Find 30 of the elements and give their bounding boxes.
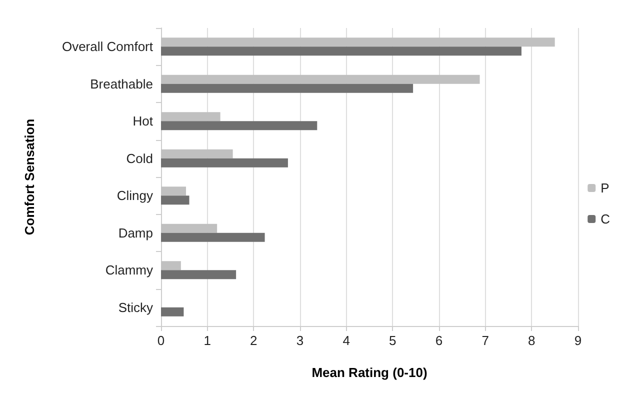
- y-tick-label: Sticky: [118, 300, 154, 315]
- bar: [161, 121, 318, 130]
- legend-label: C: [600, 212, 610, 226]
- y-tick-label: Cold: [126, 150, 153, 166]
- x-tick-label: 3: [296, 333, 304, 348]
- bar: [161, 46, 522, 56]
- x-tick-label: 9: [574, 333, 582, 348]
- x-tick-label: 6: [435, 333, 443, 348]
- bar: [161, 232, 265, 242]
- y-tick-label: Overall Comfort: [62, 39, 154, 54]
- legend-label: P: [600, 180, 610, 196]
- bar: [161, 196, 190, 205]
- x-tick-label: 5: [389, 333, 396, 348]
- bar: [161, 84, 414, 93]
- x-tick-label: 8: [528, 333, 536, 348]
- y-tick-label: Clammy: [105, 262, 154, 278]
- x-tick-label: 4: [342, 333, 350, 348]
- bar: [161, 270, 236, 280]
- x-axis-title: Mean Rating (0-10): [312, 365, 428, 380]
- x-tick-label: 0: [157, 333, 165, 348]
- y-tick-label: Breathable: [90, 76, 153, 92]
- y-axis-title: Comfort Sensation: [22, 118, 37, 236]
- bar: [161, 307, 184, 316]
- bar: [161, 158, 288, 168]
- y-tick-label: Hot: [132, 114, 154, 129]
- y-tick-label: Clingy: [116, 188, 154, 204]
- y-tick-label: Damp: [118, 225, 153, 240]
- x-tick-label: 1: [204, 333, 211, 348]
- x-tick-label: 2: [250, 333, 258, 348]
- x-tick-label: 7: [482, 333, 489, 348]
